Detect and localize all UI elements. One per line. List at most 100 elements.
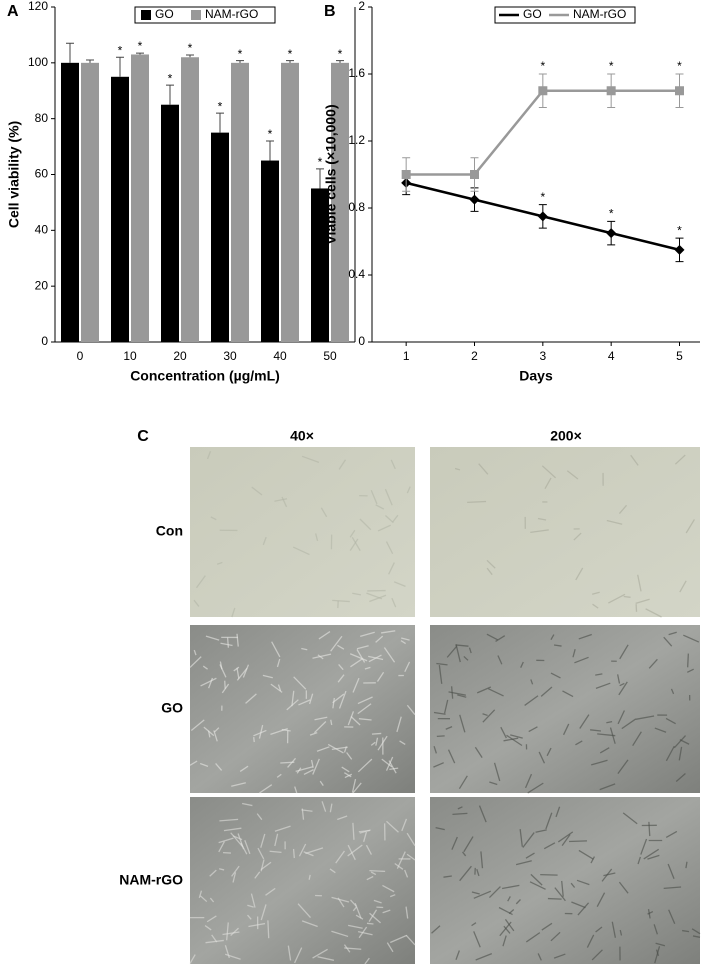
cell-texture <box>338 459 347 470</box>
marker <box>674 244 685 255</box>
cell-texture <box>223 827 242 832</box>
cell-texture <box>668 631 677 636</box>
cell-texture <box>291 690 295 707</box>
cell-texture <box>366 875 374 881</box>
cell-texture <box>388 760 397 774</box>
cell-texture <box>487 688 504 697</box>
cell-texture <box>574 656 589 664</box>
cell-texture <box>623 595 631 598</box>
cell-texture <box>599 747 610 754</box>
cell-texture <box>608 593 626 604</box>
cell-texture <box>474 746 483 758</box>
x-tick-label: 5 <box>676 349 683 363</box>
cell-texture <box>258 724 264 739</box>
cell-texture <box>493 762 501 782</box>
marker <box>538 86 548 96</box>
cell-texture <box>200 677 217 687</box>
cell-texture <box>591 591 600 595</box>
cell-texture <box>218 868 225 871</box>
cell-texture <box>208 677 214 689</box>
cell-texture <box>630 454 639 466</box>
error-bar <box>286 60 294 63</box>
bar <box>311 188 329 342</box>
cell-texture <box>529 881 546 890</box>
cell-texture <box>468 647 472 654</box>
significance-mark: * <box>540 190 545 204</box>
cell-texture <box>343 944 351 953</box>
cell-texture <box>190 719 205 731</box>
cell-texture <box>404 869 409 878</box>
cell-texture <box>400 640 406 645</box>
cell-texture <box>315 533 319 542</box>
cell-texture <box>401 818 408 832</box>
cell-texture <box>678 746 683 761</box>
cell-texture <box>312 758 320 775</box>
cell-texture <box>478 805 487 823</box>
cell-texture <box>382 884 395 893</box>
cell-texture <box>471 891 480 895</box>
row-label: Con <box>156 523 183 539</box>
cell-texture <box>528 726 538 733</box>
cell-texture <box>218 837 234 844</box>
cell-texture <box>553 644 562 647</box>
cell-texture <box>573 532 582 541</box>
cell-texture <box>685 519 695 534</box>
cell-texture <box>385 515 394 524</box>
cell-texture <box>276 658 281 668</box>
cell-texture <box>338 664 344 671</box>
cell-texture <box>435 826 445 831</box>
cell-texture <box>553 953 566 959</box>
cell-texture <box>218 841 225 853</box>
cell-texture <box>301 647 308 651</box>
cell-texture <box>663 886 682 890</box>
bar <box>281 62 299 342</box>
legend-swatch <box>191 10 201 20</box>
marker <box>675 86 684 96</box>
cell-texture <box>476 686 492 694</box>
cell-texture <box>643 848 660 860</box>
cell-texture <box>383 647 396 663</box>
cell-texture <box>679 580 687 593</box>
cell-texture <box>226 922 229 941</box>
cell-texture <box>500 726 507 739</box>
cell-texture <box>459 714 466 733</box>
cell-texture <box>654 727 667 733</box>
cell-texture <box>382 909 391 914</box>
cell-texture <box>294 786 298 794</box>
cell-texture <box>541 465 557 479</box>
cell-texture <box>448 691 466 696</box>
cell-texture <box>313 721 327 734</box>
cell-texture <box>406 832 416 847</box>
cell-texture <box>310 759 314 768</box>
cell-texture <box>242 664 250 678</box>
cell-texture <box>504 919 515 932</box>
cell-texture <box>569 840 587 843</box>
cell-texture <box>617 674 621 684</box>
y-tick-label: 60 <box>35 167 49 181</box>
cell-texture <box>503 737 519 742</box>
cell-texture <box>393 581 406 587</box>
cell-texture <box>269 850 282 854</box>
micrograph <box>430 447 700 617</box>
significance-mark: * <box>138 39 143 53</box>
cell-texture <box>482 709 496 723</box>
legend-swatch <box>141 10 151 20</box>
cell-texture <box>271 641 281 658</box>
cell-texture <box>369 912 381 924</box>
cell-texture <box>220 642 233 647</box>
y-tick-label: 120 <box>28 0 48 13</box>
cell-texture <box>250 893 256 908</box>
marker <box>401 170 411 179</box>
cell-texture <box>473 890 492 899</box>
cell-texture <box>438 665 443 684</box>
cell-texture <box>591 759 608 766</box>
cell-texture <box>647 910 654 915</box>
cell-texture <box>443 699 449 714</box>
cell-texture <box>341 766 350 773</box>
bar <box>261 160 279 342</box>
cell-texture <box>463 836 474 853</box>
cell-texture <box>370 871 377 876</box>
cell-texture <box>298 699 311 706</box>
significance-mark: * <box>338 47 343 61</box>
